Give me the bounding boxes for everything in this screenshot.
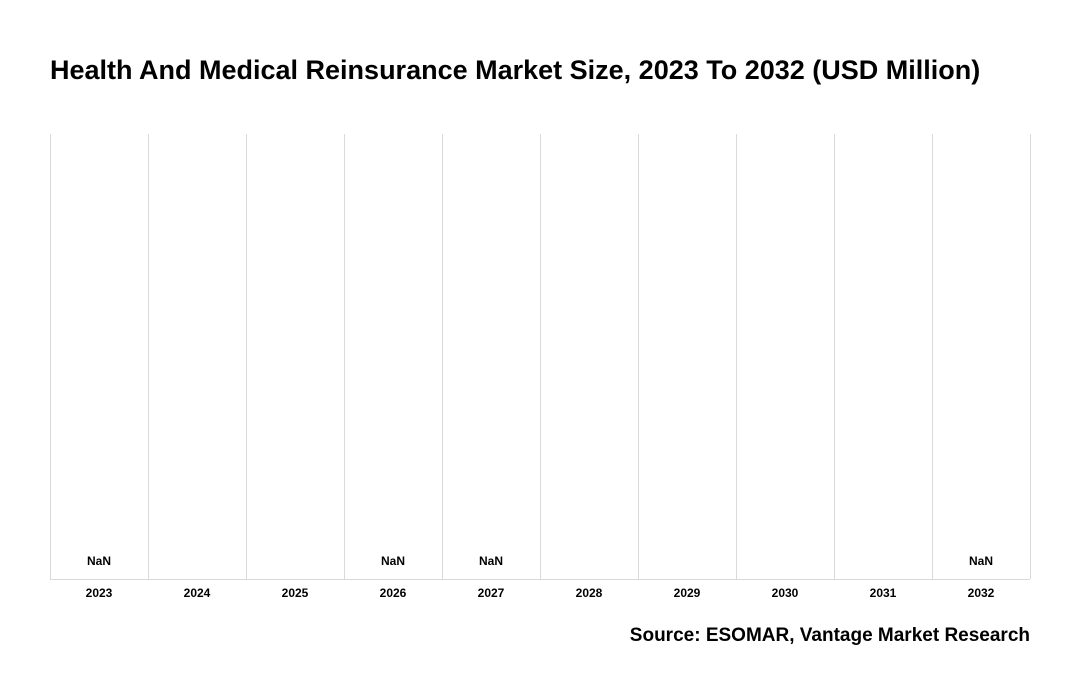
chart-title: Health And Medical Reinsurance Market Si…	[50, 55, 980, 86]
chart-container: Health And Medical Reinsurance Market Si…	[0, 0, 1080, 700]
x-tick-label: 2031	[870, 586, 897, 600]
x-tick-label: 2025	[282, 586, 309, 600]
bar-labels-layer: NaN NaN NaN NaN	[50, 134, 1030, 580]
x-tick-label: 2027	[478, 586, 505, 600]
bar-value-label: NaN	[969, 554, 993, 568]
x-tick-label: 2030	[772, 586, 799, 600]
bar-value-label: NaN	[479, 554, 503, 568]
x-tick-label: 2028	[576, 586, 603, 600]
chart-source: Source: ESOMAR, Vantage Market Research	[630, 625, 1030, 647]
x-tick-label: 2024	[184, 586, 211, 600]
bar-value-label: NaN	[87, 554, 111, 568]
x-tick-label: 2032	[968, 586, 995, 600]
x-tick-label: 2029	[674, 586, 701, 600]
gridline	[1030, 134, 1031, 579]
x-tick-label: 2023	[86, 586, 113, 600]
bar-value-label: NaN	[381, 554, 405, 568]
x-axis: 2023 2024 2025 2026 2027 2028 2029 2030 2031 2032	[50, 586, 1030, 606]
x-tick-label: 2026	[380, 586, 407, 600]
